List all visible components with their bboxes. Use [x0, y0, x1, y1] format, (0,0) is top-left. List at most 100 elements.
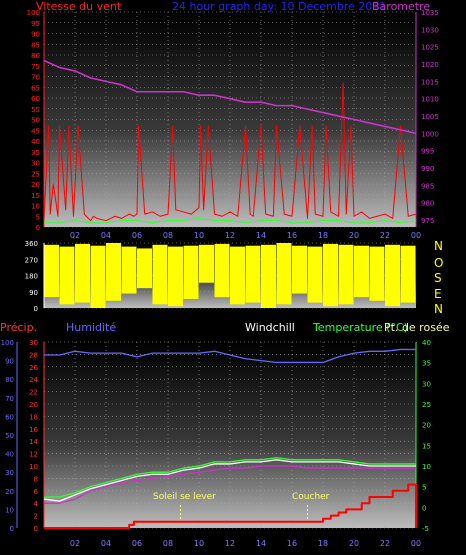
- precip-y-tick-label: 20: [29, 401, 38, 409]
- precip-y-tick-label: 24: [29, 376, 38, 384]
- precip-y-tick-label: 16: [29, 426, 38, 434]
- wind-y-tick-label: 95: [31, 20, 40, 28]
- temperature-y-tick-label: 20: [422, 422, 431, 430]
- wind-y-tick-label: 65: [31, 84, 40, 92]
- direction-y-tick-label: 90: [29, 289, 38, 297]
- barometer-y-tick-label: 1030: [421, 26, 439, 34]
- direction-bar: [75, 243, 90, 303]
- humidity-x-tick-label: 18: [318, 539, 328, 548]
- series-line-vitesse-du-vent: [43, 82, 417, 222]
- direction-bar: [338, 244, 354, 305]
- wind-y-tick-label: 5: [36, 213, 40, 221]
- series-line-pr-cip-: [44, 483, 417, 529]
- humidity-y-tick-label: 20: [5, 488, 14, 496]
- wind-y-tick-label: 100: [27, 9, 40, 17]
- temperature-y-tick-label: 15: [422, 442, 431, 450]
- humidity-y-tick-label: 60: [5, 413, 14, 421]
- wind-x-tick-label: 04: [101, 231, 111, 240]
- graph-title: 24 hour graph day: 10 Decembre 2011: [172, 0, 386, 13]
- direction-letter-o: O: [434, 256, 443, 270]
- direction-y-tick-label: 360: [25, 240, 38, 248]
- humidity-x-tick-label: 02: [70, 539, 80, 548]
- precip-y-tick-label: 6: [34, 488, 39, 496]
- temperature-y-tick-label: 0: [422, 504, 426, 512]
- humidity-y-tick-label: 40: [5, 451, 14, 459]
- precip-y-tick-label: 22: [29, 389, 38, 397]
- direction-bar: [199, 244, 214, 283]
- direction-letter-e: E: [434, 287, 442, 301]
- humidity-y-tick-label: 90: [5, 358, 14, 366]
- direction-bar: [230, 246, 245, 305]
- wind-y-tick-label: 20: [31, 181, 40, 189]
- precip-y-tick-label: 26: [29, 364, 38, 372]
- series-line-temperature-c-: [44, 457, 416, 498]
- wind-y-tick-label: 70: [31, 74, 40, 82]
- wind-x-tick-label: 22: [380, 231, 390, 240]
- wind-x-tick-label: 06: [132, 231, 142, 240]
- wind-x-tick-label: 20: [349, 231, 359, 240]
- wind-y-tick-label: 45: [31, 127, 40, 135]
- wind-y-tick-label: 40: [31, 138, 40, 146]
- temperature-y-tick-label: 10: [422, 463, 431, 471]
- wind-x-tick-label: 18: [318, 231, 328, 240]
- wind-x-tick-label: 14: [256, 231, 266, 240]
- humidity-x-tick-label: 00: [411, 539, 421, 548]
- direction-bar: [292, 245, 307, 294]
- direction-bar: [369, 246, 385, 301]
- humidity-x-tick-label: 12: [225, 539, 235, 548]
- barometer-y-tick-label: 990: [421, 165, 434, 173]
- wind-x-tick-label: 02: [70, 231, 80, 240]
- series-line-pt-de-ros-e: [44, 465, 416, 504]
- direction-bar: [261, 244, 276, 308]
- precip-y-tick-label: 28: [29, 351, 38, 359]
- barometer-y-tick-label: 1000: [421, 130, 439, 138]
- humidity-y-tick-label: 30: [5, 469, 14, 477]
- wind-y-tick-label: 55: [31, 106, 40, 114]
- direction-bar: [400, 245, 416, 303]
- direction-y-tick-label: 270: [25, 256, 38, 264]
- direction-bar: [152, 244, 168, 305]
- temperature-y-tick-label: -5: [422, 525, 429, 533]
- temperature-y-tick-label: 25: [422, 401, 431, 409]
- direction-bar: [245, 245, 261, 303]
- barometer-y-tick-label: 975: [421, 217, 434, 225]
- wind-y-tick-label: 80: [31, 52, 40, 60]
- direction-bar: [137, 248, 152, 289]
- direction-bar: [276, 243, 292, 305]
- wind-x-tick-label: 16: [287, 231, 297, 240]
- barometer-label: Barometre: [372, 0, 430, 13]
- barometer-y-tick-label: 995: [421, 148, 434, 156]
- barometer-y-tick-label: 985: [421, 182, 434, 190]
- direction-bar: [106, 243, 121, 301]
- precip-y-tick-label: 14: [29, 438, 38, 446]
- wind-y-tick-label: 15: [31, 192, 40, 200]
- wind-y-tick-label: 25: [31, 170, 40, 178]
- direction-letter-n-bottom: N: [434, 302, 443, 316]
- humidity-x-tick-label: 20: [349, 539, 359, 548]
- wind-y-tick-label: 50: [31, 117, 40, 125]
- direction-bar: [168, 246, 183, 307]
- temperature-y-tick-label: 30: [422, 380, 431, 388]
- humidity-x-tick-label: 08: [163, 539, 173, 548]
- precip-y-tick-label: 2: [34, 513, 38, 521]
- direction-bar: [214, 243, 230, 298]
- wind-y-tick-label: 85: [31, 41, 40, 49]
- wind-y-tick-label: 30: [31, 160, 40, 168]
- dewpoint-label: Pt. de rosée: [384, 321, 450, 334]
- direction-bar: [323, 243, 338, 307]
- humidity-y-tick-label: 50: [5, 432, 14, 440]
- direction-y-tick-label: 180: [25, 273, 38, 281]
- series-line-vent-moyen: [44, 217, 417, 224]
- precipitation-label: Précip.: [0, 321, 37, 334]
- direction-y-tick-label: 0: [34, 305, 38, 313]
- series-line-humidit-: [44, 348, 416, 364]
- direction-bar: [121, 246, 137, 294]
- precip-y-tick-label: 30: [29, 339, 38, 347]
- barometer-y-tick-label: 1020: [421, 61, 439, 69]
- direction-bar: [307, 246, 323, 303]
- direction-bar: [90, 245, 106, 308]
- humidity-y-tick-label: 10: [5, 506, 14, 514]
- direction-bar: [385, 244, 400, 307]
- sunrise-label: Soleil se lever: [153, 492, 216, 502]
